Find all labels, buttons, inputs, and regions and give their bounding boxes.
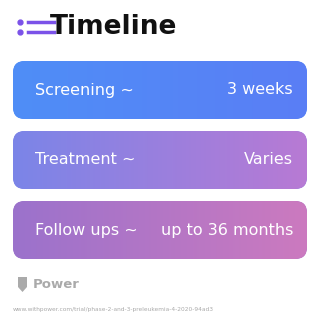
Text: 3 weeks: 3 weeks: [228, 82, 293, 97]
Text: Follow ups ~: Follow ups ~: [35, 222, 138, 237]
FancyBboxPatch shape: [13, 61, 307, 119]
Text: www.withpower.com/trial/phase-2-and-3-preleukemia-4-2020-94ad3: www.withpower.com/trial/phase-2-and-3-pr…: [13, 306, 214, 312]
Text: Screening ~: Screening ~: [35, 82, 134, 97]
Text: Timeline: Timeline: [50, 14, 177, 40]
FancyBboxPatch shape: [13, 131, 307, 189]
FancyBboxPatch shape: [13, 201, 307, 259]
Text: Power: Power: [33, 279, 80, 291]
Text: up to 36 months: up to 36 months: [161, 222, 293, 237]
Text: Varies: Varies: [244, 152, 293, 167]
Text: Treatment ~: Treatment ~: [35, 152, 135, 167]
Polygon shape: [18, 277, 27, 292]
